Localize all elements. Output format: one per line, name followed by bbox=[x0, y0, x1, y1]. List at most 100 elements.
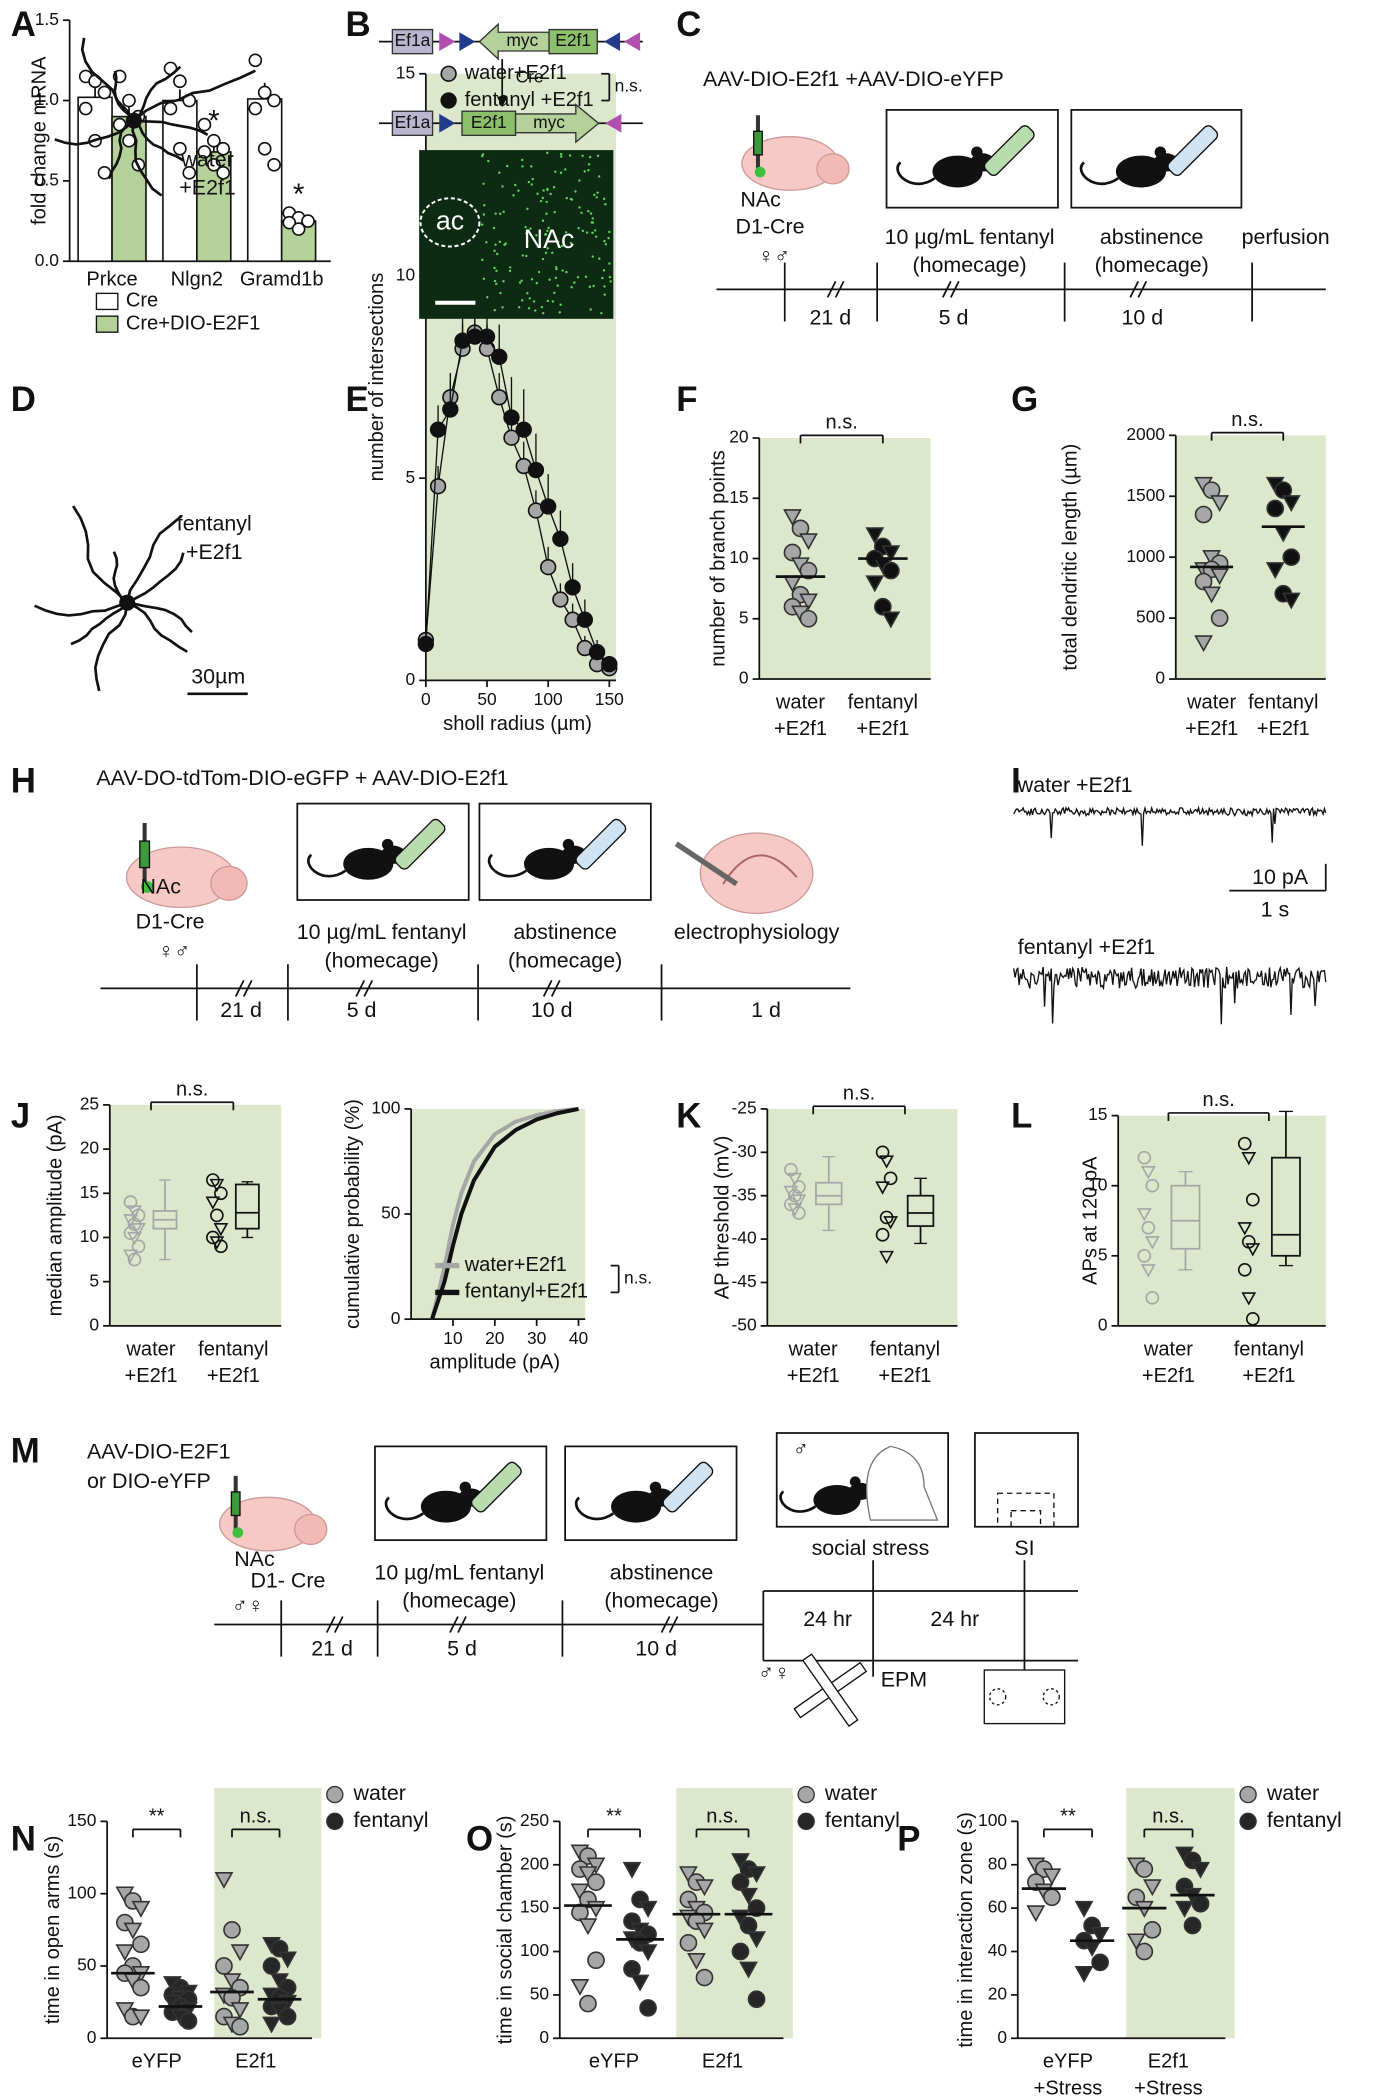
x-category-label: +E2f1 bbox=[1185, 718, 1238, 740]
label: NAc bbox=[140, 875, 181, 899]
y-tick-label: -35 bbox=[731, 1184, 756, 1204]
data-point bbox=[799, 533, 818, 551]
micrograph-cell bbox=[517, 189, 520, 192]
data-point bbox=[213, 1223, 229, 1237]
micrograph-cell bbox=[601, 276, 604, 280]
data-point bbox=[799, 593, 818, 611]
label: water +E2f1 bbox=[1017, 773, 1133, 797]
y-tick-label: 10 bbox=[1088, 1174, 1107, 1194]
data-point bbox=[739, 1887, 758, 1905]
data-point bbox=[622, 1861, 642, 1879]
data-point bbox=[230, 1944, 250, 1962]
slice-icon bbox=[722, 854, 798, 885]
micrograph-cell bbox=[501, 306, 504, 309]
label: E2f1 bbox=[555, 30, 591, 50]
significance-label: n.s. bbox=[240, 1806, 272, 1828]
micrograph-cell bbox=[559, 303, 562, 306]
y-axis-label: cumulative probability (%) bbox=[342, 1099, 364, 1329]
data-point bbox=[442, 401, 459, 418]
data-point bbox=[639, 1999, 657, 2017]
micrograph-cell bbox=[520, 158, 524, 162]
label: E2f1 bbox=[471, 112, 507, 132]
x-category-label: water bbox=[788, 1338, 838, 1360]
significance-label: n.s. bbox=[624, 1268, 652, 1288]
micrograph-cell bbox=[525, 254, 528, 258]
label: 30µm bbox=[191, 664, 245, 688]
data-point bbox=[552, 530, 569, 548]
y-tick-label: 5 bbox=[89, 1270, 99, 1290]
x-category-label: +E2f1 bbox=[124, 1365, 177, 1387]
bar bbox=[77, 96, 113, 263]
data-point bbox=[881, 545, 901, 563]
data-point bbox=[206, 133, 221, 148]
mouse-icon bbox=[381, 838, 394, 851]
legend-label: Cre+DIO-E2F1 bbox=[126, 312, 260, 334]
data-point bbox=[163, 101, 178, 116]
data-point bbox=[1241, 1152, 1257, 1166]
injection-site bbox=[232, 1527, 244, 1538]
label: D1-Cre bbox=[136, 909, 205, 933]
legend-marker bbox=[440, 92, 457, 109]
label: ♂♀ bbox=[758, 1661, 790, 1685]
micrograph-cell bbox=[482, 182, 485, 185]
micrograph-cell bbox=[542, 189, 545, 192]
label: ♂♀ bbox=[232, 1594, 264, 1618]
x-axis-label: sholl radius (µm) bbox=[443, 713, 592, 735]
data-point bbox=[1142, 1879, 1162, 1897]
panel-label: P bbox=[897, 1820, 920, 1859]
cre-arrow bbox=[496, 96, 508, 108]
label: 10 d bbox=[531, 998, 573, 1022]
y-tick-label: 0 bbox=[391, 1308, 401, 1328]
data-point bbox=[1194, 572, 1213, 591]
x-tick-label: 20 bbox=[485, 1328, 504, 1348]
data-point bbox=[1194, 635, 1213, 653]
y-tick-label: 200 bbox=[520, 1853, 549, 1873]
label: 21 d bbox=[220, 998, 262, 1022]
data-point bbox=[173, 74, 187, 89]
timeline-break bbox=[325, 1616, 336, 1633]
y-tick-label: 10 bbox=[80, 1226, 99, 1246]
aggressor-icon bbox=[865, 1445, 939, 1521]
data-point bbox=[1136, 1208, 1152, 1222]
y-axis-label: time in interaction zone (s) bbox=[955, 1812, 977, 2047]
timeline-break bbox=[242, 979, 253, 997]
timeline-break bbox=[834, 280, 845, 298]
y-tick-label: 60 bbox=[988, 1897, 1007, 1917]
timeline-break bbox=[334, 1616, 344, 1633]
x-category-label: eYFP bbox=[132, 2051, 182, 2073]
mouse-icon bbox=[971, 146, 983, 158]
micrograph-cell bbox=[568, 154, 572, 157]
legend-marker bbox=[326, 1812, 344, 1831]
mouse-icon bbox=[524, 847, 575, 880]
x-category-label: Nlgn2 bbox=[171, 268, 223, 290]
data-point bbox=[131, 1239, 146, 1254]
label: 10 µg/mL fentanyl bbox=[885, 225, 1055, 249]
data-point bbox=[248, 101, 263, 116]
micrograph-cell bbox=[553, 210, 556, 214]
micrograph-cell bbox=[532, 300, 536, 303]
label: +E2f1 bbox=[179, 176, 236, 200]
micrograph-cell bbox=[608, 275, 612, 279]
panel-label: E bbox=[346, 380, 369, 419]
data-point bbox=[267, 157, 281, 172]
y-tick-label: 50 bbox=[530, 1984, 549, 2004]
label: perfusion bbox=[1242, 225, 1330, 249]
mouse-icon bbox=[562, 838, 575, 851]
data-point bbox=[552, 591, 569, 608]
label: 10 µg/mL fentanyl bbox=[374, 1560, 544, 1584]
mouse-tail bbox=[896, 161, 936, 186]
data-point bbox=[1043, 1888, 1061, 1907]
data-point bbox=[132, 1935, 150, 1954]
y-tick-label: 50 bbox=[77, 1955, 96, 1975]
micrograph-cell bbox=[480, 223, 484, 226]
y-tick-label: 80 bbox=[988, 1853, 1007, 1873]
x-tick-label: 100 bbox=[534, 689, 563, 709]
syringe-icon bbox=[139, 840, 151, 869]
micrograph-cell bbox=[546, 299, 550, 303]
label: 5 d bbox=[347, 998, 377, 1022]
label: AAV-DIO-E2F1 bbox=[87, 1440, 231, 1464]
neuron-dendrite bbox=[133, 69, 256, 122]
x-category-label: +E2f1 bbox=[787, 1365, 840, 1387]
micrograph-cell bbox=[557, 240, 560, 244]
mouse-icon bbox=[343, 847, 394, 880]
